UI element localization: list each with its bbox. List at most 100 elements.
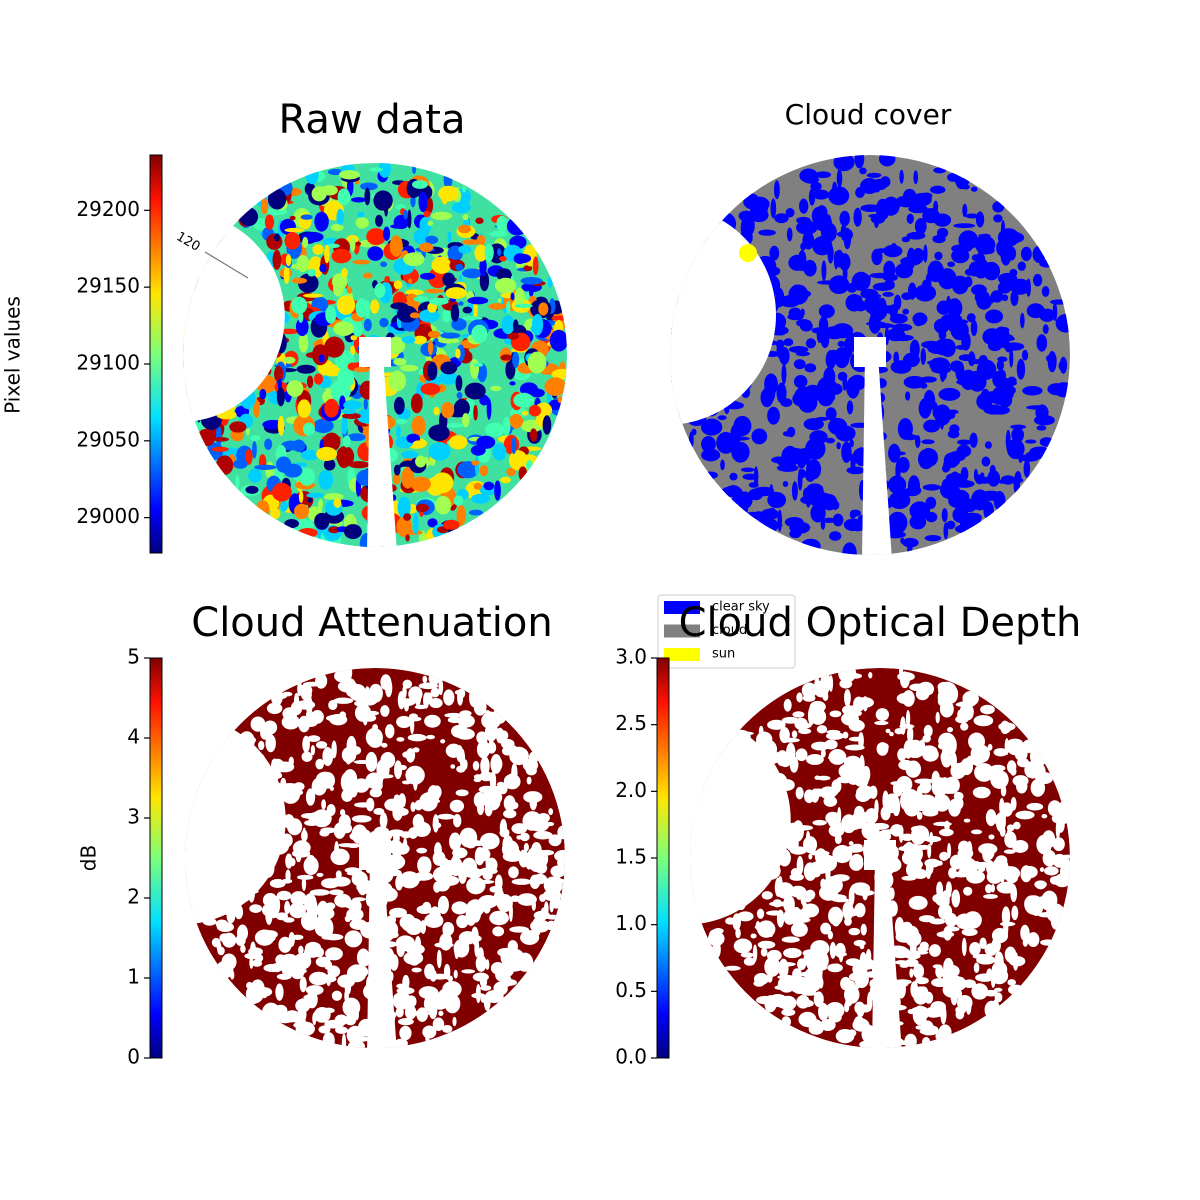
image-blob (300, 449, 320, 461)
image-blob (455, 789, 469, 797)
image-blob (917, 858, 922, 873)
image-blob (984, 943, 998, 956)
image-blob (370, 299, 380, 314)
wedge-mask (367, 858, 397, 1048)
image-blob (249, 904, 263, 913)
image-blob (239, 207, 259, 227)
image-blob (1012, 951, 1019, 971)
image-blob (1055, 819, 1061, 840)
image-blob (479, 465, 489, 477)
image-blob (350, 236, 356, 252)
image-blob (933, 167, 947, 174)
image-blob (766, 267, 780, 273)
image-blob (276, 890, 292, 901)
image-blob (331, 740, 337, 759)
image-blob (341, 268, 348, 278)
image-blob (546, 391, 552, 405)
image-blob (272, 249, 282, 270)
image-blob (309, 889, 330, 896)
image-blob (761, 522, 783, 528)
image-blob (732, 913, 742, 931)
image-blob (294, 503, 309, 520)
image-blob (960, 758, 974, 776)
image-blob (980, 704, 995, 715)
image-blob (944, 820, 950, 831)
image-blob (1021, 349, 1029, 361)
image-blob (916, 811, 923, 820)
image-blob (416, 847, 428, 854)
image-blob (317, 1010, 325, 1019)
image-blob (961, 512, 981, 529)
image-blob (523, 265, 533, 272)
image-blob (312, 899, 318, 915)
image-blob (950, 279, 965, 284)
image-blob (403, 513, 412, 521)
image-blob (1020, 924, 1030, 942)
image-blob (716, 431, 736, 454)
sky-image (690, 668, 1070, 1048)
image-blob (1026, 802, 1044, 811)
image-blob (418, 309, 440, 323)
image-blob (480, 996, 490, 1004)
image-blob (789, 822, 804, 843)
image-blob (284, 232, 301, 250)
image-blob (802, 949, 817, 957)
image-blob (240, 944, 246, 953)
image-blob (806, 483, 824, 496)
image-blob (992, 201, 1005, 213)
image-blob (831, 779, 842, 794)
image-blob (885, 728, 891, 734)
image-blob (367, 710, 379, 716)
image-blob (502, 416, 511, 436)
image-blob (779, 347, 790, 365)
image-blob (312, 244, 324, 255)
image-blob (403, 252, 425, 267)
image-blob (900, 788, 920, 809)
image-blob (372, 779, 383, 791)
image-blob (866, 321, 887, 326)
image-blob (427, 340, 434, 356)
image-blob (400, 450, 419, 459)
colorbar (656, 657, 670, 1059)
image-blob (443, 519, 460, 530)
image-blob (543, 901, 549, 917)
image-blob (783, 338, 794, 347)
image-blob (810, 181, 822, 192)
image-blob (1001, 294, 1009, 302)
image-blob (396, 987, 415, 995)
image-blob (848, 841, 854, 846)
image-blob (984, 441, 992, 449)
image-blob (498, 730, 509, 741)
image-blob (438, 1010, 444, 1017)
image-blob (494, 874, 503, 891)
image-blob (803, 259, 817, 277)
image-blob (1004, 231, 1025, 244)
image-blob (442, 309, 451, 323)
image-blob (304, 717, 318, 728)
image-blob (834, 963, 841, 969)
image-blob (991, 928, 1009, 944)
image-blob (907, 541, 913, 555)
image-blob (846, 466, 865, 475)
image-blob (346, 871, 365, 876)
image-blob (797, 958, 807, 971)
image-blob (289, 902, 306, 919)
colorbar-tick-label: 4 (127, 725, 140, 749)
image-blob (233, 459, 248, 469)
image-blob (539, 894, 547, 902)
image-blob (429, 297, 449, 306)
image-blob (818, 976, 824, 989)
image-blob (211, 446, 229, 452)
image-blob (381, 683, 389, 690)
image-blob (737, 911, 754, 922)
image-blob (489, 771, 497, 791)
image-blob (302, 827, 307, 846)
image-blob (369, 167, 383, 172)
image-blob (474, 244, 488, 262)
image-blob (830, 824, 845, 835)
image-blob (395, 1007, 404, 1018)
image-blob (936, 227, 949, 238)
image-blob (939, 700, 954, 718)
image-blob (1039, 767, 1046, 775)
image-blob (275, 983, 284, 1001)
